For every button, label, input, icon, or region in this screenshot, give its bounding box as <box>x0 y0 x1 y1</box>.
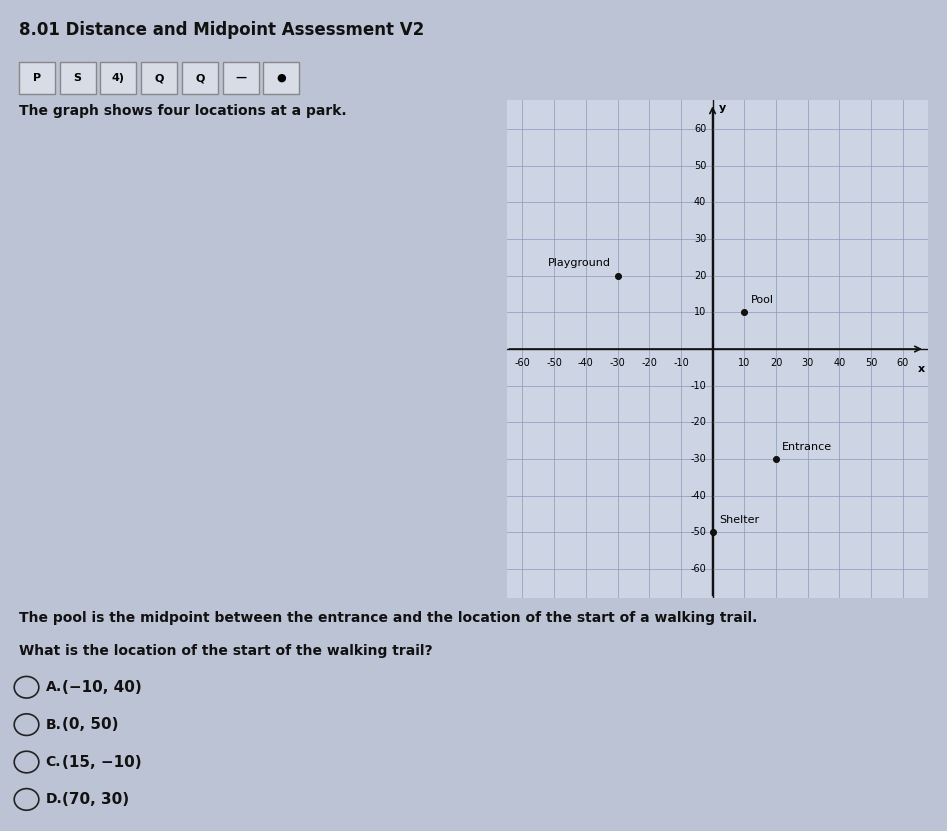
Text: —: — <box>235 73 246 83</box>
Text: 50: 50 <box>694 160 706 170</box>
Text: 30: 30 <box>694 234 706 244</box>
Text: P: P <box>33 73 41 83</box>
Text: A.: A. <box>45 681 62 694</box>
Text: -10: -10 <box>673 358 688 368</box>
Text: -40: -40 <box>578 358 594 368</box>
Text: ●: ● <box>277 73 286 83</box>
Text: S: S <box>74 73 81 83</box>
Text: Q: Q <box>154 73 164 83</box>
Text: Q: Q <box>195 73 205 83</box>
Text: -60: -60 <box>690 564 706 574</box>
Text: 60: 60 <box>694 124 706 134</box>
Text: x: x <box>918 364 925 374</box>
Text: B.: B. <box>45 718 62 731</box>
Text: Entrance: Entrance <box>782 441 832 452</box>
Text: -20: -20 <box>690 417 706 427</box>
Text: 40: 40 <box>833 358 846 368</box>
Text: 40: 40 <box>694 198 706 208</box>
Text: 20: 20 <box>770 358 782 368</box>
Text: -50: -50 <box>690 528 706 538</box>
Text: What is the location of the start of the walking trail?: What is the location of the start of the… <box>19 644 433 658</box>
Text: -40: -40 <box>690 490 706 500</box>
Text: 10: 10 <box>738 358 750 368</box>
Text: 30: 30 <box>801 358 813 368</box>
Text: (0, 50): (0, 50) <box>62 717 118 732</box>
Text: -20: -20 <box>641 358 657 368</box>
Text: Shelter: Shelter <box>719 515 759 525</box>
Text: C.: C. <box>45 755 61 769</box>
Text: The pool is the midpoint between the entrance and the location of the start of a: The pool is the midpoint between the ent… <box>19 611 758 625</box>
Text: -30: -30 <box>610 358 625 368</box>
Text: 50: 50 <box>865 358 877 368</box>
Text: The graph shows four locations at a park.: The graph shows four locations at a park… <box>19 104 347 118</box>
Text: 8.01 Distance and Midpoint Assessment V2: 8.01 Distance and Midpoint Assessment V2 <box>19 21 424 39</box>
Text: y: y <box>719 103 726 113</box>
Text: Playground: Playground <box>548 258 611 268</box>
Text: 4): 4) <box>112 73 125 83</box>
Text: -50: -50 <box>546 358 563 368</box>
Text: -10: -10 <box>690 381 706 391</box>
Text: D.: D. <box>45 793 63 806</box>
Text: 20: 20 <box>694 271 706 281</box>
Text: -30: -30 <box>690 454 706 464</box>
Text: Pool: Pool <box>751 295 774 305</box>
Text: 60: 60 <box>897 358 909 368</box>
Text: (−10, 40): (−10, 40) <box>62 680 141 695</box>
Text: (70, 30): (70, 30) <box>62 792 129 807</box>
Text: (15, −10): (15, −10) <box>62 755 141 770</box>
Text: 10: 10 <box>694 307 706 317</box>
Text: -60: -60 <box>514 358 530 368</box>
